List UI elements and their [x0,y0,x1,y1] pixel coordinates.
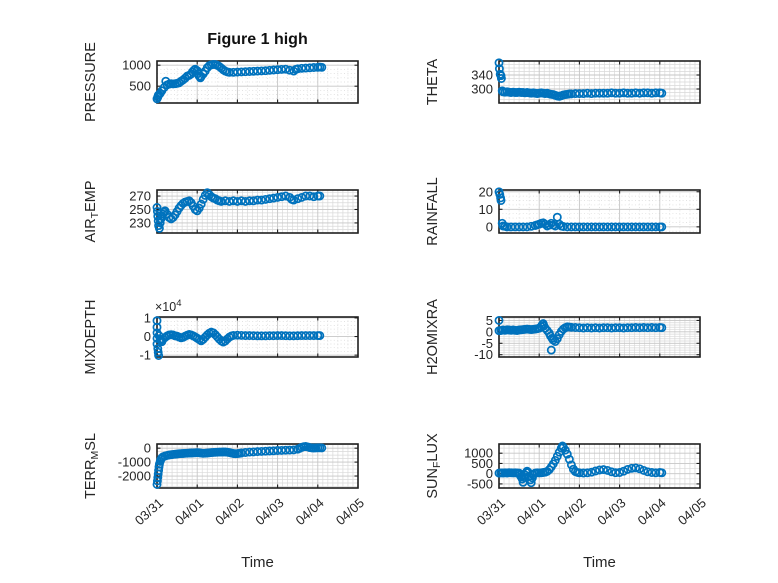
svg-text:0: 0 [486,466,493,481]
mixdepth-y-label: MIXDEPTH [83,300,99,375]
h2omixra-y-tick-labels: -10-505 [474,313,493,362]
mixdepth-panel: -1 0 1 MIXDEPTH ×104 [83,298,359,375]
svg-text:500: 500 [471,456,493,471]
rainfall-plot-box [498,189,701,234]
h2omixra-panel: -10-505 H2OMIXRA [425,299,701,375]
sun-flux-x-tick-labels: 03/31 04/01 04/02 04/03 04/04 04/05 [474,495,709,528]
svg-text:500: 500 [129,79,151,94]
air-temp-y-label: AIRTEMP [83,180,101,242]
svg-text:1000: 1000 [122,58,151,73]
sun-flux-y-label: SUNFLUX [425,433,443,499]
svg-text:04/03: 04/03 [252,495,286,528]
air-temp-data-markers [152,188,325,233]
sun-flux-x-axis-label: Time [583,554,616,571]
svg-text:-10: -10 [474,347,493,362]
svg-text:-1: -1 [139,348,151,363]
h2omixra-minor-grid [499,317,700,358]
svg-text:270: 270 [129,189,151,204]
svg-text:10: 10 [479,202,493,217]
terr-msl-x-axis-label: Time [241,554,274,571]
svg-text:04/03: 04/03 [594,495,628,528]
rainfall-data-markers [494,187,667,232]
sun-flux-plot-box [498,443,701,489]
theta-data-markers [494,58,667,101]
pressure-y-label: PRESSURE [83,42,99,122]
sun-flux-minor-grid [499,444,700,488]
rainfall-y-label: RAINFALL [425,177,441,246]
svg-text:0: 0 [144,329,151,344]
svg-text:04/02: 04/02 [554,495,588,528]
svg-text:04/05: 04/05 [333,495,367,528]
svg-text:340: 340 [471,68,493,83]
svg-text:-5: -5 [481,336,493,351]
h2omixra-y-label: H2OMIXRA [425,299,441,375]
svg-text:-2000: -2000 [118,469,151,484]
svg-text:-500: -500 [467,476,493,491]
svg-text:-1000: -1000 [118,455,151,470]
svg-text:04/01: 04/01 [514,495,548,528]
svg-text:250: 250 [129,202,151,217]
svg-text:20: 20 [479,184,493,199]
rainfall-panel: 0 10 20 RAINFALL [425,177,701,246]
rainfall-minor-grid [499,190,700,233]
mixdepth-multiplier-label: ×104 [155,298,182,314]
svg-text:03/31: 03/31 [132,495,166,528]
rainfall-y-tick-labels: 0 10 20 [479,184,493,234]
pressure-data-markers [152,59,327,104]
svg-text:1: 1 [144,310,151,325]
svg-text:04/05: 04/05 [675,495,709,528]
pressure-plot-box [156,60,359,104]
svg-text:04/04: 04/04 [293,495,327,528]
svg-text:04/04: 04/04 [635,495,669,528]
pressure-panel: 500 1000 PRESSURE [83,42,359,122]
svg-text:0: 0 [144,441,151,456]
figure-title: Figure 1 high [207,31,308,48]
h2omixra-plot-box [498,316,701,358]
pressure-y-tick-labels: 500 1000 [122,58,151,94]
svg-text:03/31: 03/31 [474,495,508,528]
sun-flux-data-markers [494,441,667,488]
terr-msl-y-label: TERRMSL [83,433,101,499]
svg-text:0: 0 [486,324,493,339]
h2omixra-data-markers [494,315,667,355]
mixdepth-data-markers [152,316,325,360]
svg-text:300: 300 [471,82,493,97]
h2omixra-tick-marks [498,317,701,357]
terr-msl-x-tick-labels: 03/31 04/01 04/02 04/03 04/04 04/05 [132,495,367,528]
svg-text:0: 0 [486,219,493,234]
mixdepth-minor-grid [157,317,358,357]
terr-msl-data-markers [152,442,327,489]
svg-text:230: 230 [129,215,151,230]
svg-text:04/02: 04/02 [212,495,246,528]
sun-flux-tick-marks [498,444,701,488]
svg-text:04/01: 04/01 [172,495,206,528]
svg-text:1000: 1000 [464,446,493,461]
theta-y-label: THETA [425,58,441,105]
mixdepth-y-tick-labels: -1 0 1 [139,310,151,362]
svg-text:5: 5 [486,313,493,328]
